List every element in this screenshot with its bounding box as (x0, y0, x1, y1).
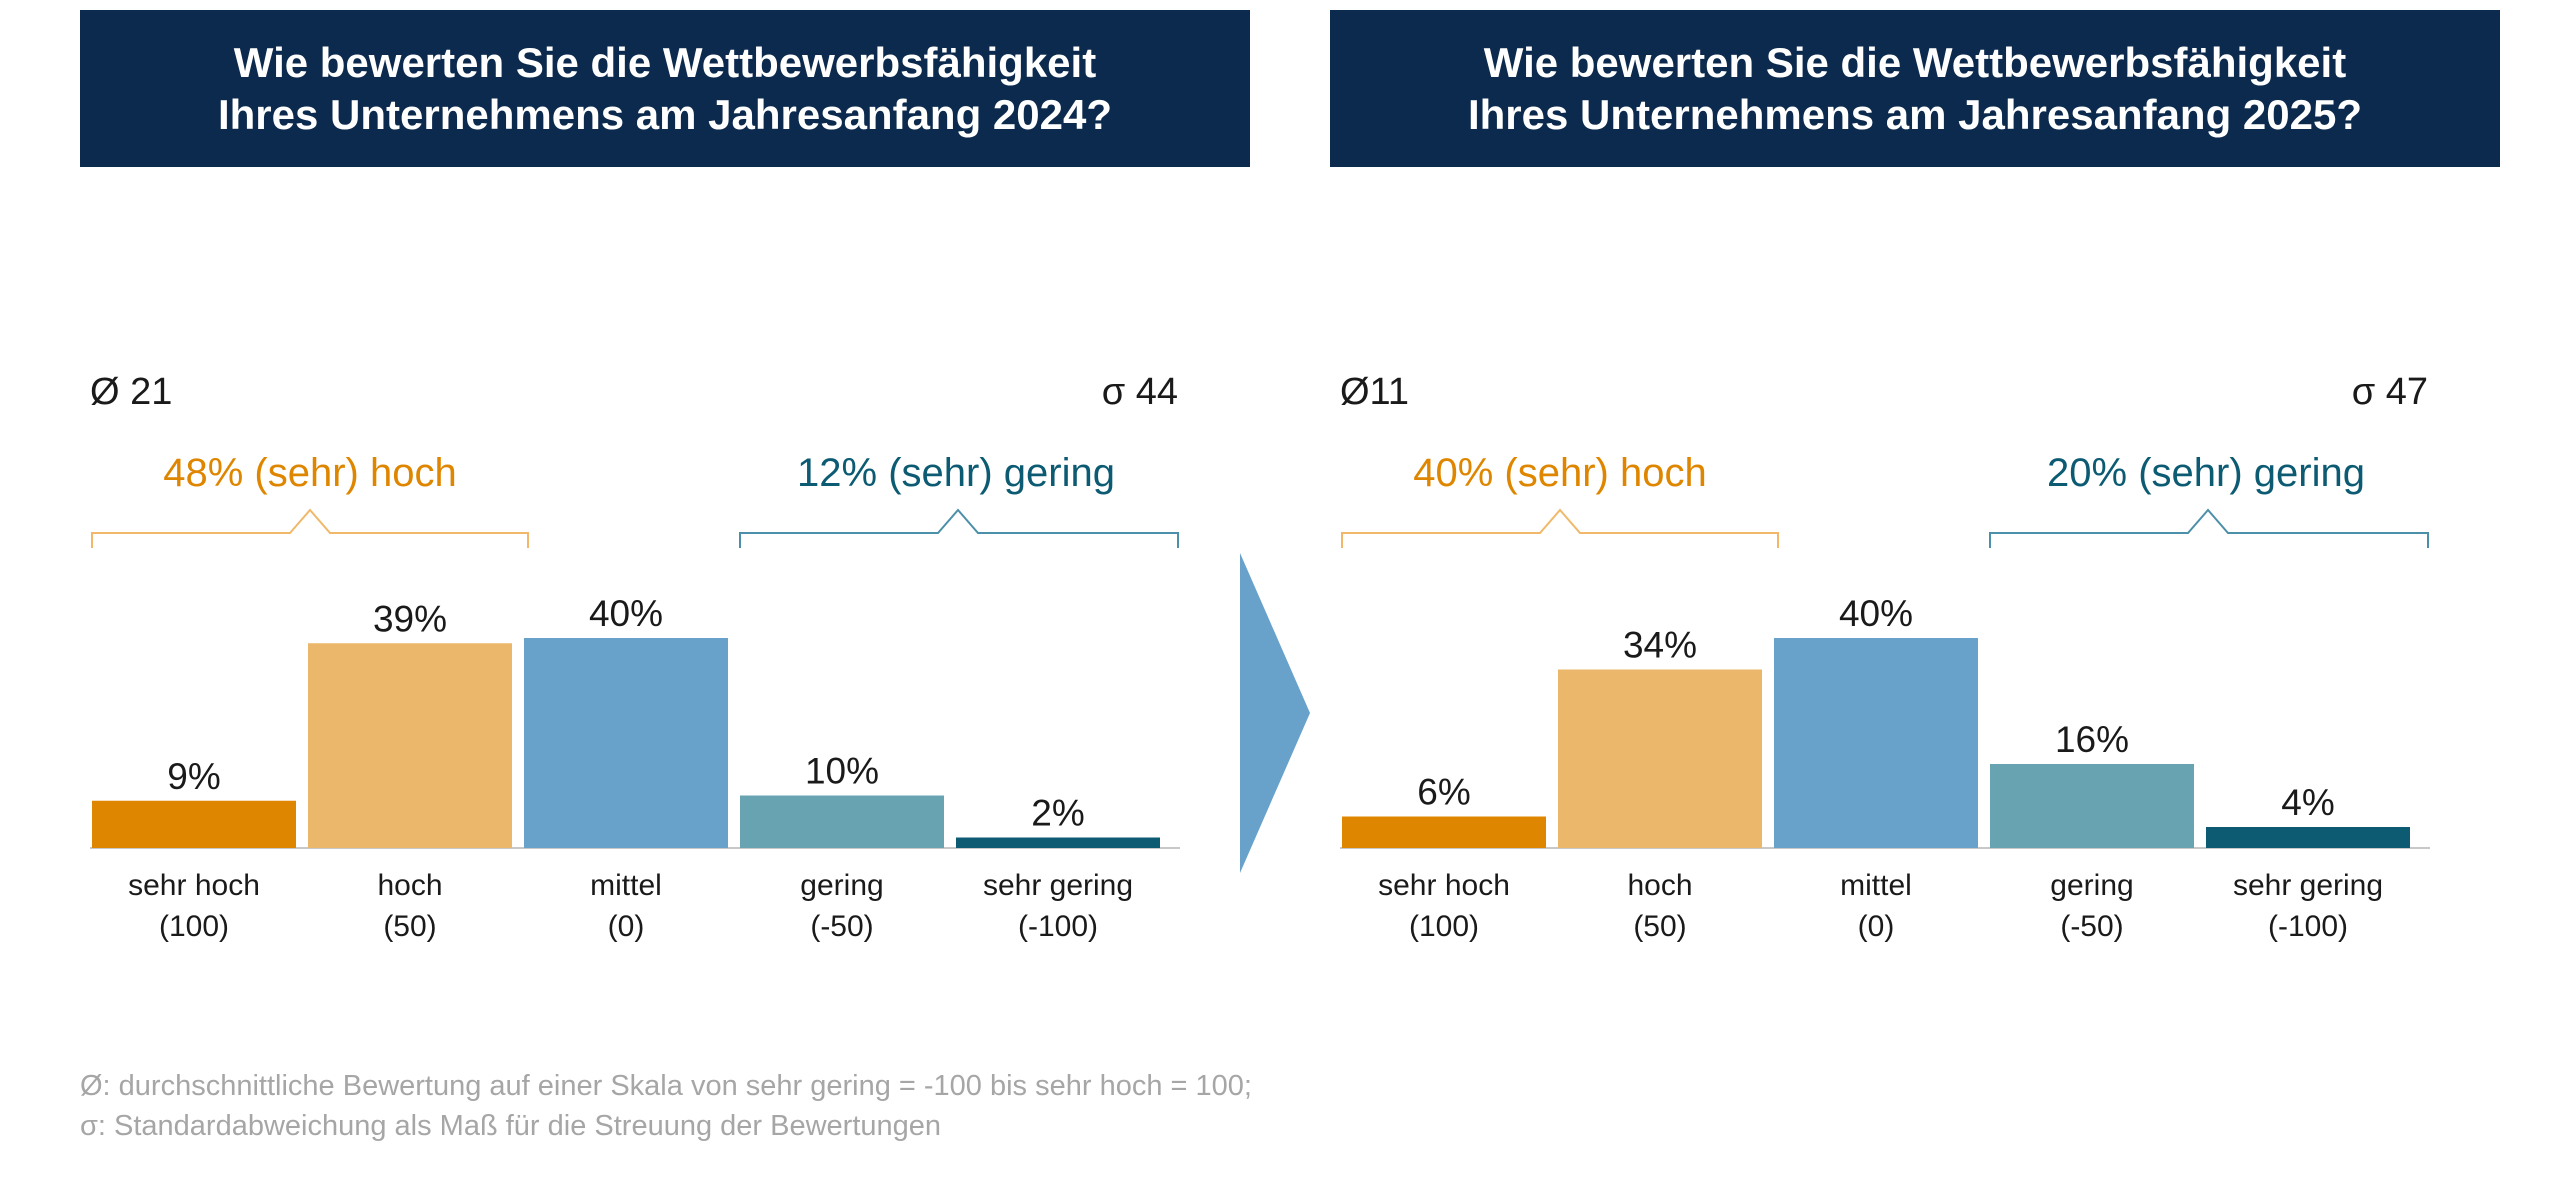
group-label-high: 40% (sehr) hoch (1413, 451, 1706, 495)
chart-title-2025: Wie bewerten Sie die Wettbewerbsfähigkei… (1330, 10, 2500, 167)
chart-title-line-2: Ihres Unternehmens am Jahresanfang 2024? (217, 90, 1113, 138)
bracket-low (1989, 508, 2429, 548)
chart-title-line-1: Wie bewerten Sie die Wettbewerbsfähigkei… (233, 38, 1097, 86)
category-label-5: sehr gering (2233, 869, 2383, 902)
data-label-4: 10% (805, 751, 879, 792)
category-label-3: mittel (1840, 869, 1912, 902)
footnote-sd-definition: σ: Standardabweichung als Maß für die St… (80, 1110, 942, 1142)
category-label-4: gering (2050, 869, 2133, 902)
bar-1 (92, 800, 296, 848)
bar-4 (1990, 764, 2194, 848)
bar-4 (740, 795, 944, 848)
data-label-1: 6% (1417, 772, 1470, 813)
bar-1 (1342, 816, 1546, 848)
data-label-5: 4% (2281, 782, 2334, 823)
category-label-2: hoch (377, 869, 442, 902)
bar-2 (308, 643, 512, 848)
category-label-1: sehr hoch (1378, 869, 1510, 902)
category-label-5: sehr gering (983, 869, 1133, 902)
category-label-4: gering (800, 869, 883, 902)
chart-panel-2024: Wie bewerten Sie die Wettbewerbsfähigkei… (80, 0, 1250, 1000)
bar-3 (1774, 638, 1978, 848)
mean-label: Ø 21 (90, 371, 172, 413)
bar-chart-2024: Ø 21 σ 44 48% (sehr) hoch 12% (sehr) gering… (90, 371, 1180, 943)
chart-title-line-1: Wie bewerten Sie die Wettbewerbsfähigkei… (1483, 38, 2347, 86)
bracket-high (1341, 508, 1779, 548)
data-label-3: 40% (589, 593, 663, 634)
bar-5 (956, 837, 1160, 848)
data-label-3: 40% (1839, 593, 1913, 634)
category-score-1: (100) (159, 910, 229, 943)
data-label-1: 9% (167, 756, 220, 797)
footnote-mean-definition: Ø: durchschnittliche Bewertung auf einer… (80, 1070, 1252, 1102)
standard-deviation-label: σ 47 (2352, 371, 2428, 413)
category-score-4: (-50) (2060, 910, 2123, 943)
chart-title-2024: Wie bewerten Sie die Wettbewerbsfähigkei… (80, 10, 1250, 167)
chart-title-line-2: Ihres Unternehmens am Jahresanfang 2025? (1467, 90, 2363, 138)
data-label-2: 34% (1623, 625, 1697, 666)
bar-2 (1558, 669, 1762, 848)
data-label-5: 2% (1031, 793, 1084, 834)
category-score-1: (100) (1409, 910, 1479, 943)
standard-deviation-label: σ 44 (1102, 371, 1178, 413)
bar-5 (2206, 827, 2410, 848)
data-label-2: 39% (373, 598, 447, 639)
group-label-high: 48% (sehr) hoch (163, 451, 456, 495)
mean-label: Ø11 (1340, 371, 1409, 413)
group-label-low: 12% (sehr) gering (797, 451, 1115, 495)
category-score-5: (-100) (2268, 910, 2348, 943)
chart-panel-2025: Wie bewerten Sie die Wettbewerbsfähigkei… (1330, 0, 2500, 1000)
category-score-2: (50) (1633, 910, 1686, 943)
data-label-4: 16% (2055, 719, 2129, 760)
category-score-4: (-50) (810, 910, 873, 943)
bar-3 (524, 638, 728, 848)
category-score-5: (-100) (1018, 910, 1098, 943)
bracket-high (91, 508, 529, 548)
category-score-3: (0) (608, 910, 645, 943)
bracket-low (739, 508, 1179, 548)
group-label-low: 20% (sehr) gering (2047, 451, 2365, 495)
category-score-2: (50) (383, 910, 436, 943)
footnote: Ø: durchschnittliche Bewertung auf einer… (80, 1066, 1252, 1146)
bar-chart-2025: Ø11 σ 47 40% (sehr) hoch 20% (sehr) gering 6… (1340, 371, 2430, 943)
category-label-3: mittel (590, 869, 662, 902)
category-label-1: sehr hoch (128, 869, 260, 902)
arrow-right-icon (1240, 553, 1310, 873)
category-label-2: hoch (1627, 869, 1692, 902)
category-score-3: (0) (1858, 910, 1895, 943)
